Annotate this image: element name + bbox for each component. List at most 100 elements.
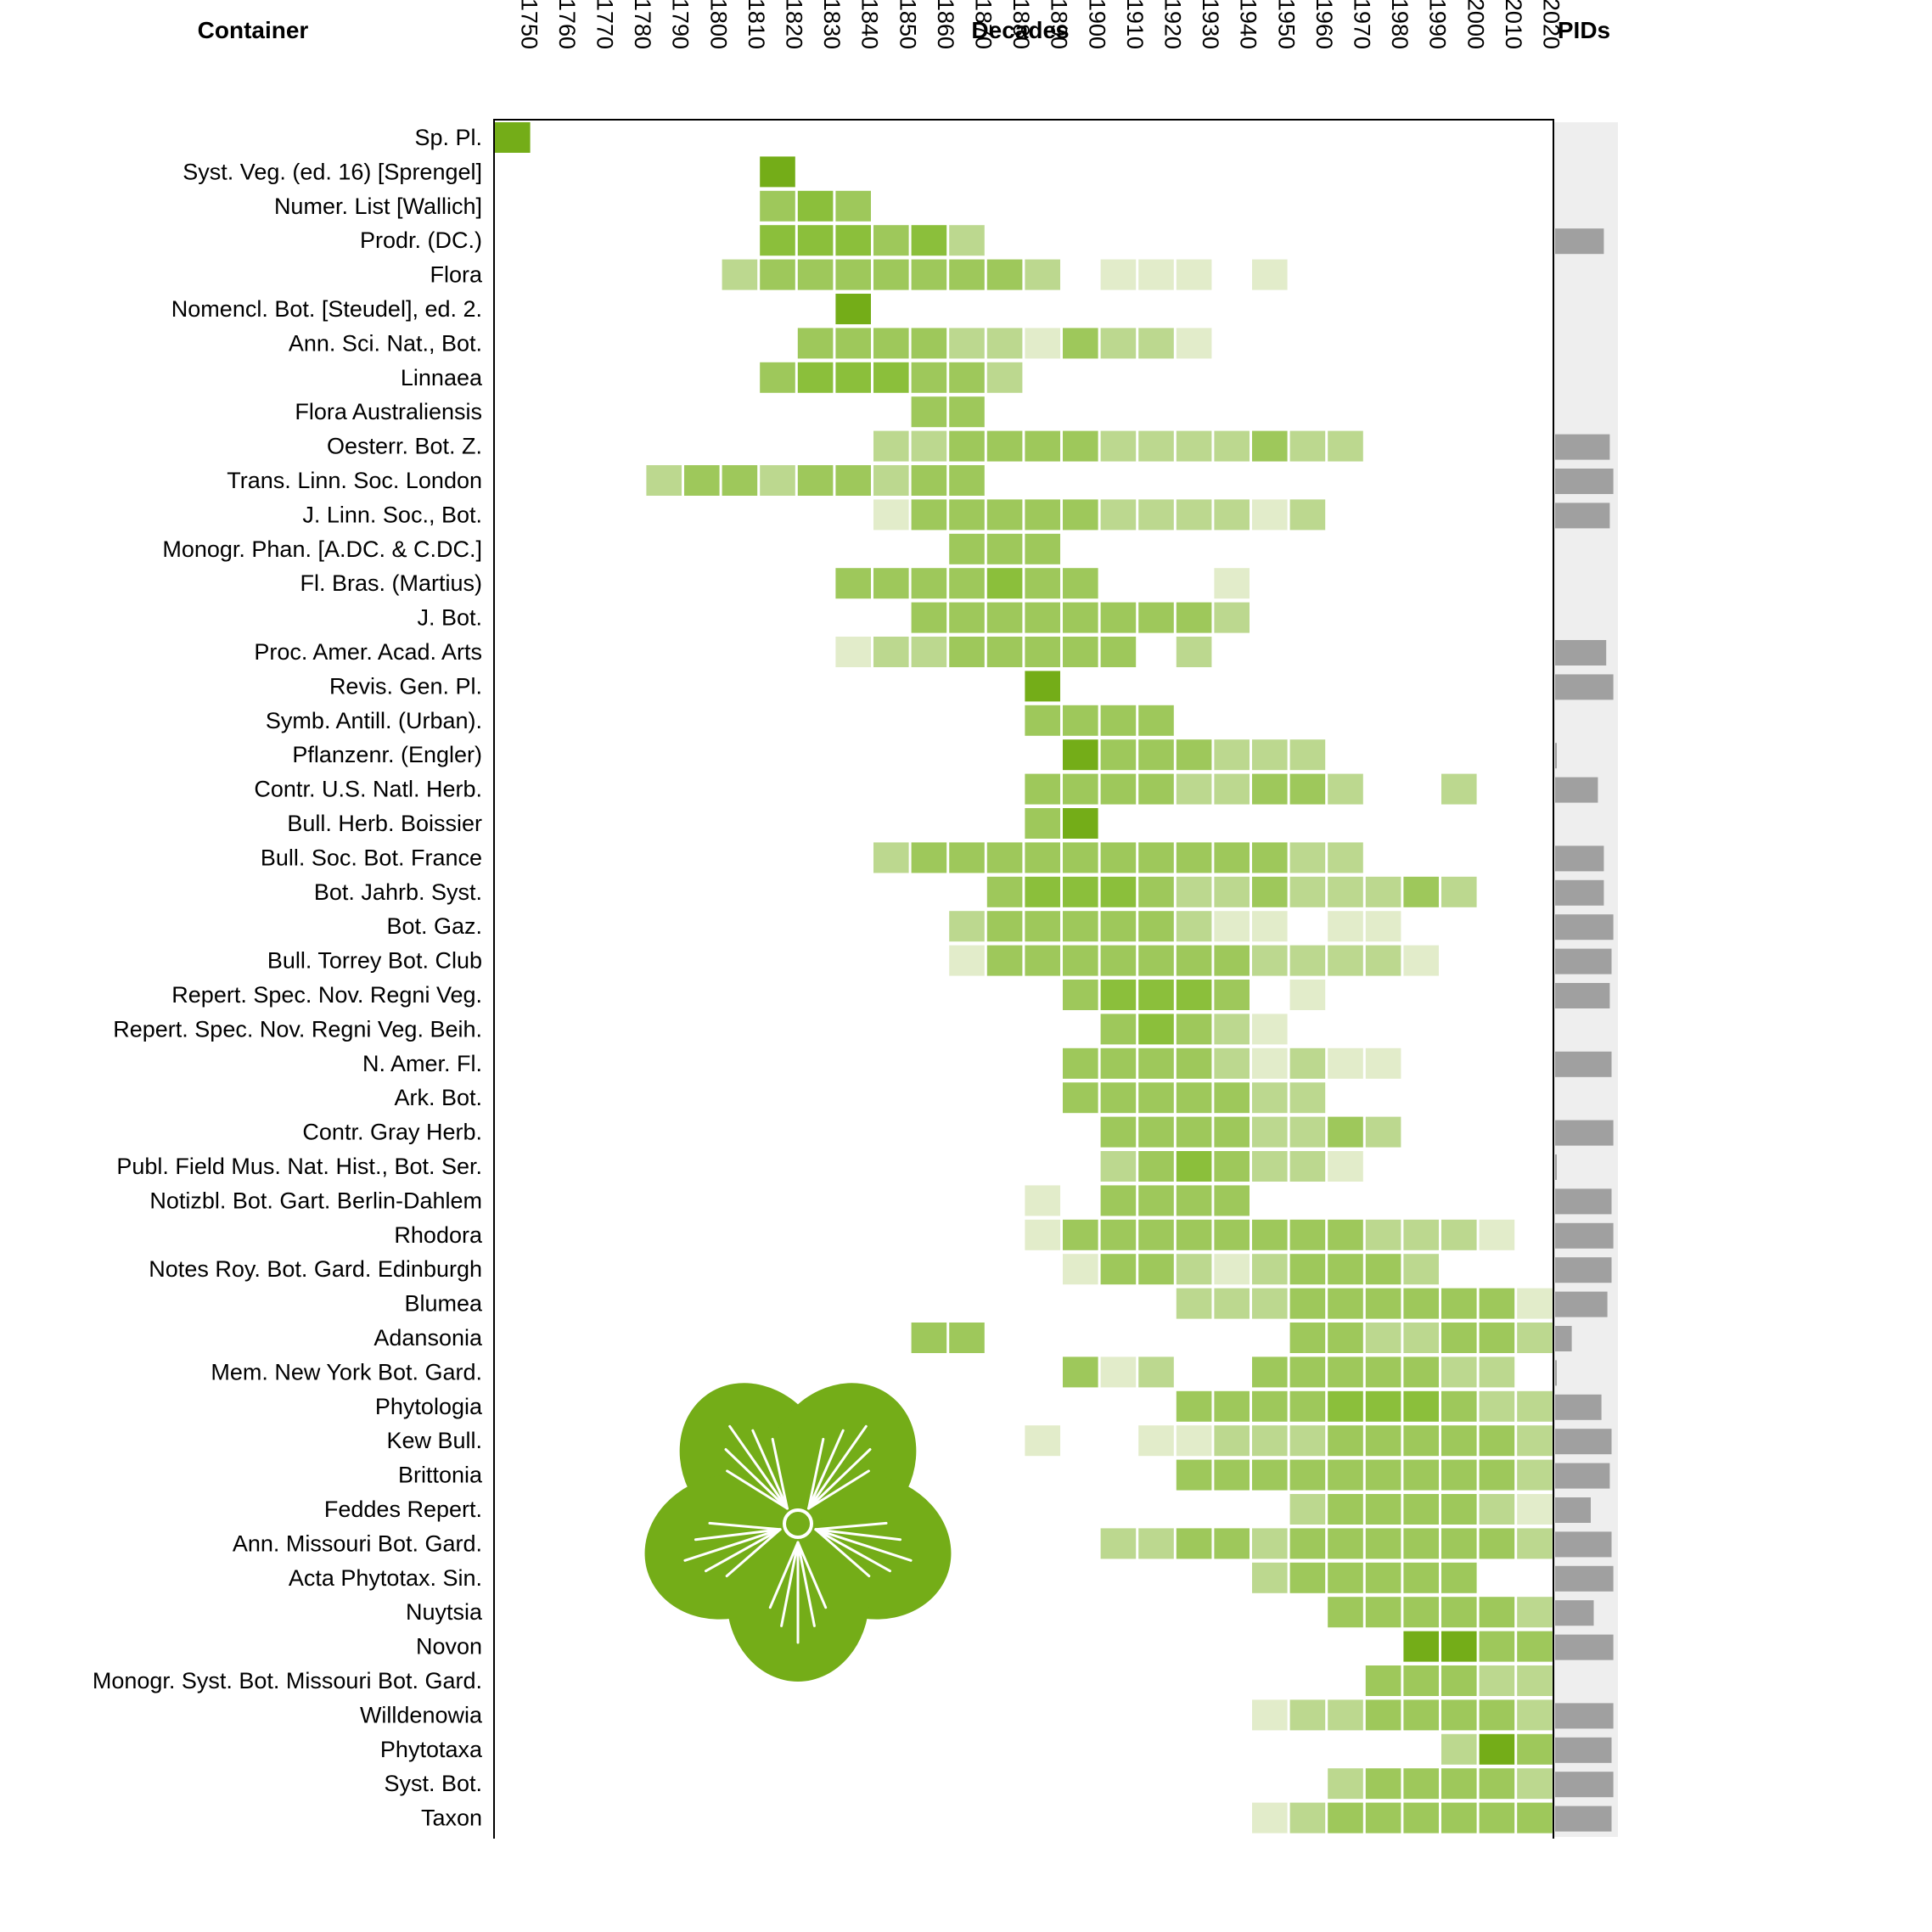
row-label: Notizbl. Bot. Gart. Berlin-Dahlem	[149, 1188, 482, 1213]
heatmap-cell	[1517, 1665, 1553, 1696]
heatmap-cell	[1365, 1323, 1401, 1353]
heatmap-cell	[1403, 1562, 1439, 1593]
decade-tick-label: 1900	[1084, 0, 1109, 49]
pid-bar	[1555, 1291, 1608, 1317]
pid-bar	[1555, 1772, 1614, 1798]
heatmap-cell	[949, 533, 985, 564]
heatmap-cell	[1252, 1014, 1288, 1045]
heatmap-cell	[911, 362, 947, 393]
heatmap-cell	[1063, 705, 1098, 736]
pid-bar	[1555, 1497, 1591, 1523]
heatmap-cell	[1479, 1219, 1515, 1250]
heatmap-cell	[1100, 1082, 1137, 1114]
pid-bar	[1555, 1154, 1557, 1180]
heatmap-cell	[1100, 945, 1137, 976]
heatmap-cell	[1100, 911, 1137, 942]
heatmap-cell	[1025, 842, 1060, 873]
flower-vein	[807, 1424, 868, 1510]
heatmap-cell	[911, 842, 947, 873]
row-label: Kew Bull.	[386, 1428, 482, 1453]
heatmap-cell	[835, 294, 871, 324]
flower-vein	[807, 1448, 872, 1510]
heatmap-cell	[1138, 1116, 1174, 1148]
heatmap-cell	[1176, 1014, 1212, 1045]
heatmap-cell	[1252, 259, 1288, 290]
heatmap-cell	[1403, 876, 1439, 907]
heatmap-cell	[1176, 1425, 1212, 1457]
flower-vein	[724, 1448, 789, 1510]
heatmap-cell	[1517, 1494, 1553, 1525]
row-label: Sp. Pl.	[414, 125, 482, 150]
heatmap-cell	[1252, 1699, 1288, 1731]
heatmap-cell	[835, 190, 871, 222]
decades-header: Decades	[971, 17, 1069, 43]
heatmap-cell	[495, 122, 531, 153]
pid-bar	[1555, 777, 1598, 803]
heatmap-cell	[1214, 980, 1250, 1010]
heatmap-cell	[1138, 842, 1174, 873]
heatmap-cell	[1441, 1733, 1477, 1765]
heatmap-cell	[1138, 1047, 1174, 1079]
row-label: Proc. Amer. Acad. Arts	[254, 639, 482, 665]
pid-bar	[1555, 845, 1604, 872]
heatmap-cell	[1214, 602, 1250, 633]
heatmap-cell	[1025, 637, 1060, 667]
heatmap-cell	[1328, 1494, 1363, 1525]
heatmap-cell	[1289, 430, 1326, 462]
decade-tick-label: 2010	[1501, 0, 1526, 49]
row-label: N. Amer. Fl.	[362, 1051, 482, 1076]
heatmap-cell	[1403, 1288, 1439, 1319]
heatmap-cell	[1289, 1219, 1326, 1250]
heatmap-cell	[1100, 1116, 1137, 1148]
heatmap-cell	[986, 499, 1023, 531]
row-label: Ark. Bot.	[394, 1085, 482, 1110]
heatmap-cell	[1328, 1116, 1363, 1148]
heatmap-cell	[1403, 1699, 1439, 1731]
heatmap-cell	[873, 568, 909, 599]
heatmap-cell	[1328, 1288, 1363, 1319]
heatmap-cell	[1328, 1528, 1363, 1559]
decade-tick-label: 1860	[933, 0, 958, 49]
decade-tick-label: 1780	[630, 0, 655, 49]
heatmap-cell	[1365, 1254, 1401, 1285]
heatmap-cell	[1441, 1562, 1477, 1593]
heatmap-cell	[1252, 1219, 1288, 1250]
heatmap-cell	[1138, 1254, 1174, 1285]
heatmap-cell	[1214, 1151, 1250, 1182]
heatmap-cell	[873, 328, 909, 359]
heatmap-cell	[1289, 1494, 1326, 1525]
heatmap-cell	[1328, 773, 1363, 805]
heatmap-cell	[986, 328, 1023, 359]
heatmap-cell	[1365, 1699, 1401, 1731]
pid-bar	[1555, 743, 1557, 769]
decade-tick-label: 1750	[516, 0, 542, 49]
heatmap-cell	[1063, 1219, 1098, 1250]
heatmap-cell	[1365, 1219, 1401, 1250]
heatmap-cell	[1441, 1699, 1477, 1731]
heatmap-cell	[949, 911, 985, 942]
heatmap-cell	[1328, 1219, 1363, 1250]
heatmap-cell	[949, 430, 985, 462]
heatmap-cell	[949, 499, 985, 531]
heatmap-cell	[1517, 1288, 1553, 1319]
heatmap-cell	[1063, 328, 1098, 359]
flower-vein	[728, 1424, 789, 1510]
row-label: Flora Australiensis	[295, 399, 482, 424]
heatmap-cell	[873, 362, 909, 393]
heatmap-cell	[1252, 1254, 1288, 1285]
heatmap-cell	[1252, 1047, 1288, 1079]
pid-bar	[1555, 1188, 1612, 1215]
heatmap-cell	[1517, 1459, 1553, 1491]
heatmap-cell	[797, 259, 834, 290]
heatmap-cell	[1441, 1597, 1477, 1628]
heatmap-cell	[1214, 1082, 1250, 1114]
heatmap-cell	[1176, 945, 1212, 976]
row-label: Nuytsia	[406, 1599, 483, 1625]
heatmap-cell	[949, 362, 985, 393]
heatmap-cell	[1138, 876, 1174, 907]
heatmap-cell	[1063, 773, 1098, 805]
flower-vein	[694, 1528, 782, 1542]
heatmap-cell	[1328, 1323, 1363, 1353]
heatmap-cell	[1214, 911, 1250, 942]
flower-vein	[814, 1528, 902, 1542]
